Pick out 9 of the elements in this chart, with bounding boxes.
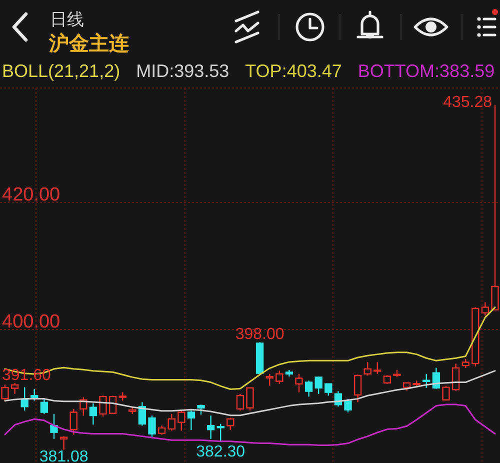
annotation: 435.28 [443,94,492,111]
legend: BOLL(21,21,2) MID:393.53 TOP:403.47 BOTTOM:383.59 [2,61,495,81]
y-tick-label: 400.00 [2,312,60,333]
annotation: 398.00 [235,326,284,344]
annotation: 382.30 [196,444,246,461]
annotation: 381.08 [39,448,88,463]
chart-title: 沪金主连 [48,32,129,55]
chart-subtitle: 日线 [50,10,84,29]
y-tick-label: 420.00 [2,184,60,206]
